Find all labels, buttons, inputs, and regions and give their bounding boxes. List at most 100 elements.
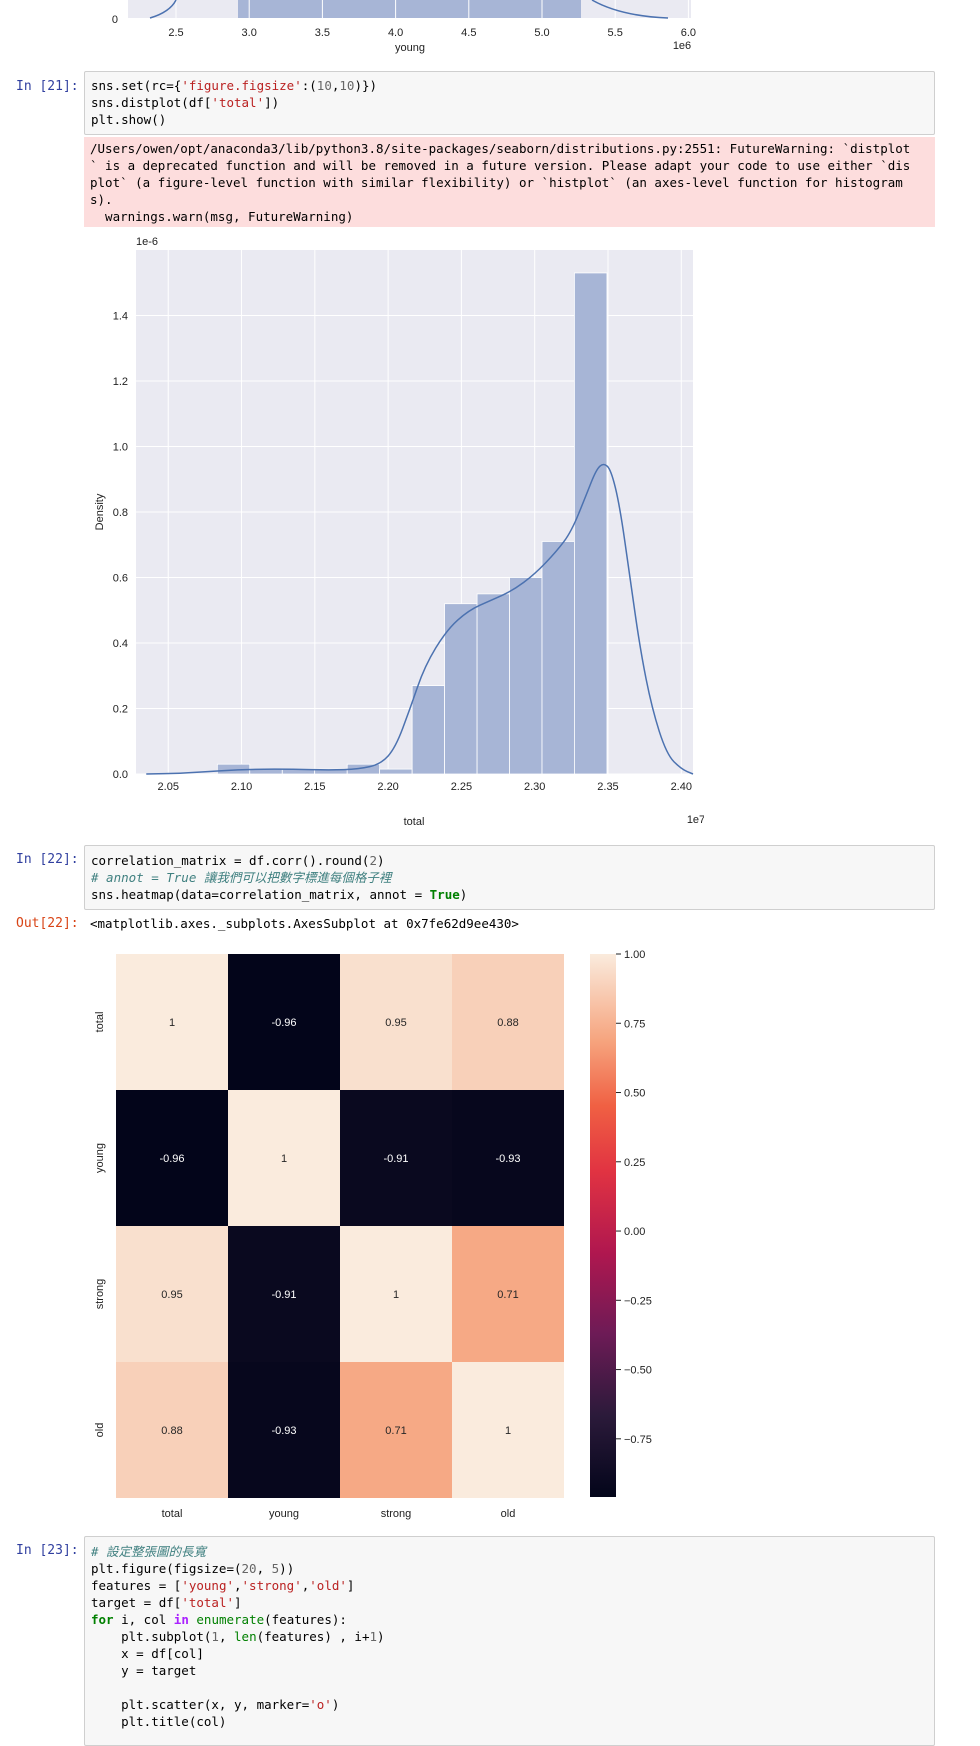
heatmap-cell [340, 1226, 452, 1362]
code-token: 'strong' [241, 1578, 302, 1593]
colorbar-tick-label: 0.50 [624, 1088, 645, 1100]
dist-chart-xtick: 2.10 [231, 781, 252, 793]
cell21-stderr: /Users/owen/opt/anaconda3/lib/python3.8/… [84, 137, 935, 227]
cell21-input[interactable]: sns.set(rc={'figure.figsize':(10,10)}) sn… [84, 71, 935, 135]
heatmap-chart: 1 -0.96 0.95 0.88 -0.96 1 -0.91 -0.93 0.95 -0.91 1… [94, 949, 652, 1520]
heatmap-cell [228, 954, 340, 1090]
top-chart-xlabel: young [395, 42, 425, 54]
heatmap-row-label: young [94, 1143, 106, 1173]
code-token: , [218, 1629, 235, 1644]
code-token: features = [ [91, 1578, 182, 1593]
code-token: # annot = True 讓我們可以把數字標進每個格子裡 [91, 870, 392, 885]
top-chart-xtick: 3.5 [315, 27, 330, 39]
cell23-code-line[interactable]: plt.title(col) [85, 1713, 934, 1730]
code-token: x = df[col] [91, 1646, 204, 1661]
cell22-code-line[interactable]: correlation_matrix = df.corr().round(2) [85, 852, 934, 869]
heatmap-cell [228, 1362, 340, 1498]
heatmap-annotation: 0.71 [385, 1425, 406, 1437]
cell23-code-line[interactable]: plt.scatter(x, y, marker='o') [85, 1696, 934, 1713]
heatmap-cell [228, 1226, 340, 1362]
code-token: (features) , i+ [256, 1629, 370, 1644]
heatmap-annotation: 1 [393, 1289, 399, 1301]
cell22-output: <matplotlib.axes._subplots.AxesSubplot a… [90, 916, 519, 931]
stderr-line: ` is a deprecated function and will be r… [90, 158, 911, 173]
heatmap-annotation: -0.93 [495, 1153, 520, 1165]
code-token: ) [376, 853, 385, 868]
heatmap-col-label: total [162, 1508, 183, 1520]
cell23-prompt: In [23]: [16, 1543, 79, 1558]
cell23-input[interactable]: # 設定整張圖的長寬 plt.figure(figsize=(20, 5)) fea… [84, 1536, 935, 1746]
code-token: 1 [211, 1629, 219, 1644]
cell23-code-line[interactable]: plt.subplot(1, len(features) , i+1) [85, 1628, 934, 1645]
heatmap-row-label: total [94, 1012, 106, 1033]
cell21-code-line[interactable]: sns.distplot(df['total']) [85, 94, 934, 111]
top-chart-xtick: 5.0 [534, 27, 549, 39]
heatmap-cell [452, 1090, 564, 1226]
dist-chart-ytick: 1.4 [113, 311, 128, 323]
cell23-code-line[interactable]: target = df['total'] [85, 1594, 934, 1611]
cell23-code-line[interactable]: plt.figure(figsize=(20, 5)) [85, 1560, 934, 1577]
code-token: 'young' [181, 1578, 234, 1593]
cell22-input[interactable]: correlation_matrix = df.corr().round(2) #… [84, 845, 935, 910]
dist-chart-ytick: 1.0 [113, 442, 128, 454]
stderr-line: warnings.warn(msg, FutureWarning) [90, 209, 354, 224]
dist-chart-xtick: 2.05 [158, 781, 179, 793]
cell23-code-line[interactable] [85, 1679, 934, 1696]
colorbar-tick-label: 0.75 [624, 1018, 645, 1030]
dist-chart-y-offset: 1e-6 [136, 236, 158, 248]
top-chart-kde-tail [591, 0, 669, 19]
cell23-code-line[interactable]: y = target [85, 1662, 934, 1679]
code-token: True [429, 887, 460, 902]
top-chart-hist-bar [238, 0, 581, 18]
code-token: )) [279, 1561, 295, 1576]
heatmap-cell [116, 954, 228, 1090]
heatmap-cell [116, 1090, 228, 1226]
code-token: 1 [369, 1629, 378, 1644]
cell22-code-line[interactable]: # annot = True 讓我們可以把數字標進每個格子裡 [85, 869, 934, 886]
top-chart-ytick: 0 [112, 14, 118, 26]
cell23-code-line[interactable]: # 設定整張圖的長寬 [85, 1543, 934, 1560]
dist-chart-bar [444, 603, 478, 775]
code-token: , [256, 1561, 272, 1576]
top-chart-offset: 1e6 [673, 40, 691, 52]
dist-chart-kde-line [146, 463, 694, 775]
dist-chart-bar [476, 593, 510, 775]
cell23-code-line[interactable]: features = ['young','strong','old'] [85, 1577, 934, 1594]
cell22-code-line[interactable]: sns.heatmap(data=correlation_matrix, ann… [85, 886, 934, 903]
code-token: , [301, 1578, 310, 1593]
dist-chart-ytick: 1.2 [113, 376, 128, 388]
dist-chart-bar [509, 577, 543, 775]
colorbar-tick-label: 0.25 [624, 1157, 645, 1169]
dist-chart-x-offset: 1e7 [687, 814, 704, 826]
code-token: ] [234, 1595, 242, 1610]
dist-chart: 2.05 2.10 2.15 2.20 2.25 2.30 2.35 2.40 0.0 0.2 0… [94, 236, 704, 828]
code-token: enumerate [196, 1612, 265, 1627]
cell23-code-line[interactable]: x = df[col] [85, 1645, 934, 1662]
heatmap-annotation: 1 [281, 1153, 287, 1165]
heatmap-col-label: strong [381, 1508, 412, 1520]
top-chart-xtick: 2.5 [168, 27, 183, 39]
code-token: 'total' [211, 95, 265, 110]
stderr-line: s). [90, 192, 113, 207]
cell23-code-line[interactable]: for i, col in enumerate(features): [85, 1611, 934, 1628]
code-token: 'o' [309, 1697, 332, 1712]
dist-chart-ylabel: Density [94, 493, 106, 530]
heatmap-cell [452, 954, 564, 1090]
code-token: plt.show() [91, 112, 167, 127]
cell21-code-line[interactable]: plt.show() [85, 111, 934, 128]
code-token: len [234, 1629, 257, 1644]
dist-chart-bar [379, 768, 413, 775]
code-token: target = df[ [91, 1595, 182, 1610]
heatmap-cell [340, 1362, 452, 1498]
dist-chart-xtick: 2.15 [304, 781, 325, 793]
heatmap-annotation: 0.95 [385, 1017, 406, 1029]
top-chart-xtick: 3.0 [242, 27, 257, 39]
dist-chart-bar [411, 685, 445, 775]
dist-chart-xtick: 2.20 [377, 781, 398, 793]
code-token: , [331, 78, 340, 93]
cell21-code-line[interactable]: sns.set(rc={'figure.figsize':(10,10)}) [85, 77, 934, 94]
code-token: # 設定整張圖的長寬 [91, 1544, 207, 1559]
code-token: 10 [316, 78, 332, 93]
code-token: (features): [264, 1612, 347, 1627]
dist-chart-ytick: 0.6 [113, 573, 128, 585]
